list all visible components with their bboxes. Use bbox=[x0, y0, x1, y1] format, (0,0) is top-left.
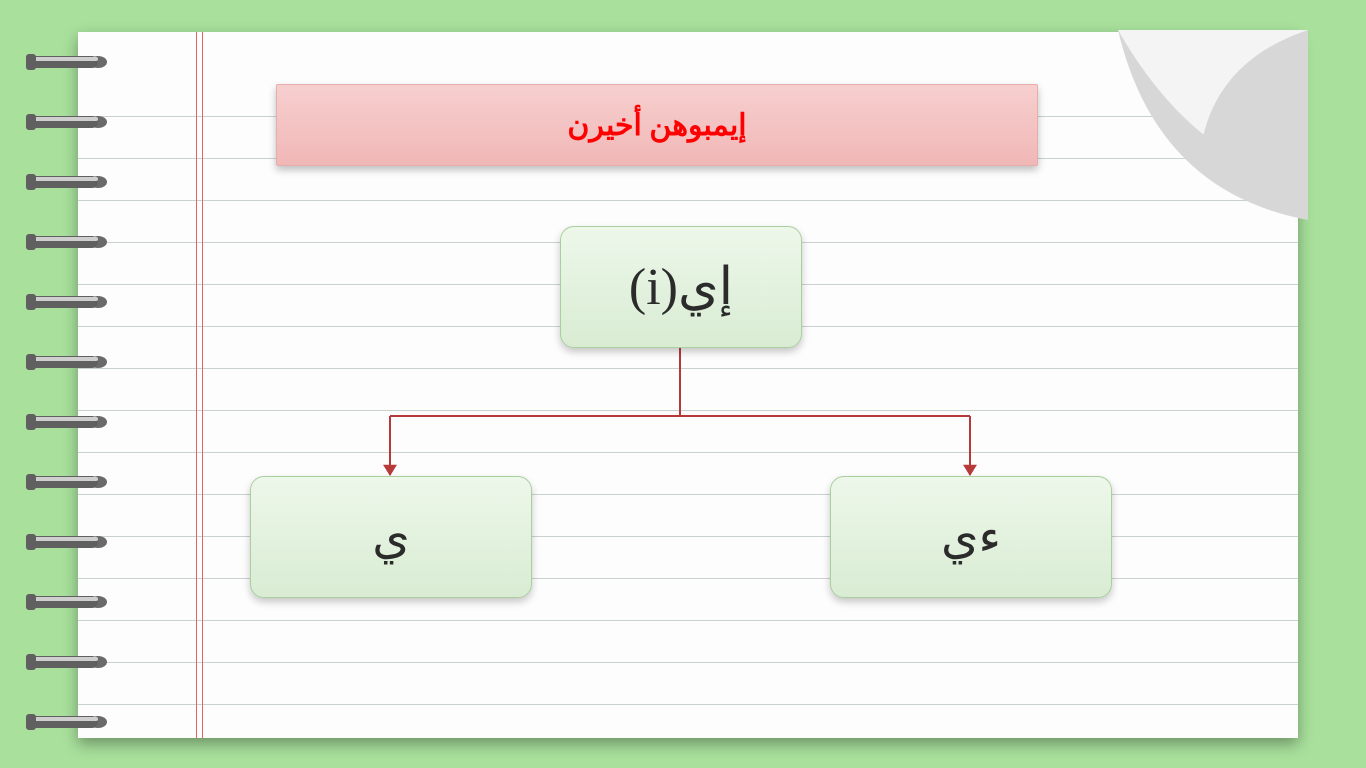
tree-child-label: ءي bbox=[941, 509, 1001, 565]
slide-stage: إيمبوهن أخيرن إي(i) ءي ي bbox=[0, 0, 1366, 768]
paper-rule bbox=[78, 452, 1298, 453]
title-text: إيمبوهن أخيرن bbox=[567, 108, 746, 143]
paper-rule bbox=[78, 620, 1298, 621]
paper-rule bbox=[78, 662, 1298, 663]
paper-rule bbox=[78, 704, 1298, 705]
tree-child-node: ءي bbox=[830, 476, 1112, 598]
margin-line bbox=[202, 32, 203, 738]
tree-root-label: إي(i) bbox=[629, 257, 733, 317]
page-curl bbox=[1118, 30, 1308, 220]
tree-child-node: ي bbox=[250, 476, 532, 598]
title-box: إيمبوهن أخيرن bbox=[276, 84, 1038, 166]
paper-rule bbox=[78, 410, 1298, 411]
tree-root-node: إي(i) bbox=[560, 226, 802, 348]
margin-line bbox=[196, 32, 197, 738]
paper-rule bbox=[78, 368, 1298, 369]
tree-child-label: ي bbox=[372, 509, 410, 565]
paper-rule bbox=[78, 200, 1298, 201]
